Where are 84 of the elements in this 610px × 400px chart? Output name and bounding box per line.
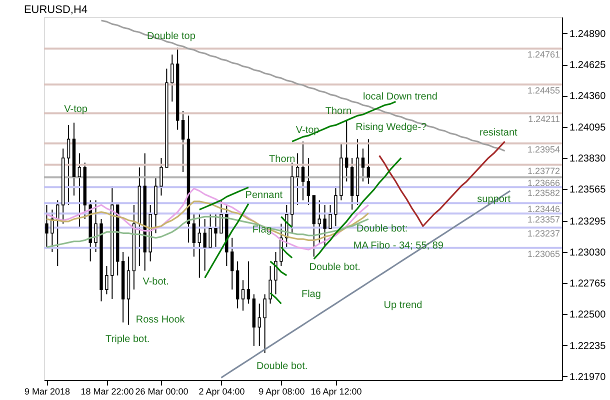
candlestick: [328, 204, 332, 229]
candlestick: [246, 260, 250, 304]
candlestick: [318, 200, 321, 244]
ref-line-label: 1.23446: [527, 204, 560, 214]
annotation: Up trend: [384, 300, 422, 312]
y-tick-label: 1.24625: [570, 60, 606, 72]
annotation: V-top: [64, 104, 88, 115]
ref-line-label: 1.24455: [527, 86, 560, 96]
candlestick: [230, 237, 234, 290]
ref-line-label: 1.23357: [527, 214, 560, 225]
x-tick-label: 9 Mar 2018: [24, 386, 70, 396]
annotation: Rising Wedge-?: [356, 122, 428, 133]
candlestick: [268, 266, 272, 304]
ref-line-label: 1.24211: [528, 114, 560, 124]
candlestick: [301, 141, 305, 201]
ref-line-label: 1.23772: [527, 166, 560, 176]
y-tick-label: 1.23830: [570, 153, 606, 164]
annotation: Double bot.: [309, 262, 360, 274]
y-tick-label: 1.24095: [570, 122, 606, 134]
candlestick: [345, 120, 348, 182]
candlestick: [181, 110, 185, 173]
candlestick: [214, 214, 218, 248]
candlestick: [198, 214, 201, 278]
y-tick-label: 1.23030: [570, 247, 606, 258]
candlestick: [306, 157, 310, 206]
candlestick: [94, 200, 98, 252]
ref-line-label: 1.23065: [527, 248, 560, 259]
annotation: Flag: [301, 288, 321, 300]
candlestick: [203, 218, 206, 272]
line-series: [220, 190, 511, 378]
annotation: V-bot.: [142, 276, 169, 288]
candlestick: [208, 214, 212, 248]
y-tick-label: 1.23295: [570, 216, 606, 228]
candlestick: [280, 223, 283, 267]
candlestick: [241, 280, 245, 312]
annotation: Ross Hook: [136, 314, 186, 326]
chart-title: EURUSD,H4: [24, 4, 88, 16]
y-tick-label: 1.22765: [570, 278, 606, 290]
y-tick-label: 1.22500: [570, 310, 606, 321]
annotation: Double bot:: [356, 223, 408, 234]
candlestick: [160, 157, 163, 196]
candlestick: [105, 266, 108, 295]
y-tick-label: 1.21970: [570, 372, 606, 383]
candlestick: [220, 200, 223, 234]
candlestick: [66, 124, 70, 206]
candlestick: [50, 209, 54, 252]
candlestick: [45, 204, 48, 248]
annotation: resistant: [479, 128, 518, 139]
candlestick: [258, 303, 261, 346]
candlestick: [274, 251, 278, 295]
annotation: Triple bot.: [106, 334, 150, 346]
annotation: Double bot.: [256, 360, 308, 372]
x-tick-label: 26 Mar 00:00: [135, 386, 188, 396]
candlestick: [361, 148, 365, 182]
candlestick: [366, 138, 370, 184]
candlestick: [323, 204, 326, 248]
y-tick-label: 1.24890: [570, 28, 606, 40]
x-tick-label: 2 Apr 04:00: [198, 386, 245, 396]
candlestick: [334, 186, 338, 227]
ref-line-label: 1.23237: [527, 228, 560, 239]
ref-line-label: 1.23666: [527, 178, 560, 188]
annotation: Double top: [147, 30, 196, 42]
ref-line-label: 1.23582: [527, 188, 560, 198]
annotation: Thorn: [325, 106, 352, 117]
candlestick: [192, 214, 196, 258]
annotation: Flag: [252, 224, 272, 236]
candlestick: [263, 294, 266, 354]
x-tick-label: 18 Mar 22:00: [80, 386, 134, 396]
line-series: [204, 202, 250, 279]
ref-line-label: 1.23954: [527, 144, 560, 154]
annotation: V-top: [296, 124, 320, 136]
annotation: Pennant: [245, 190, 283, 202]
candlestick: [296, 152, 300, 206]
candlestick: [170, 54, 174, 102]
candlestick: [78, 152, 82, 229]
annotation: local Down trend: [362, 92, 438, 103]
annotation: MA Fibo - 34; 55; 89: [353, 240, 444, 252]
x-tick-label: 9 Apr 08:00: [258, 386, 305, 396]
y-tick-label: 1.24360: [570, 91, 606, 102]
y-tick-label: 1.23565: [570, 184, 606, 196]
annotation: Thorn: [269, 154, 296, 166]
ref-line-label: 1.24761: [527, 50, 560, 60]
x-tick-label: 16 Apr 12:00: [310, 386, 362, 396]
y-tick-label: 1.22235: [570, 340, 606, 352]
